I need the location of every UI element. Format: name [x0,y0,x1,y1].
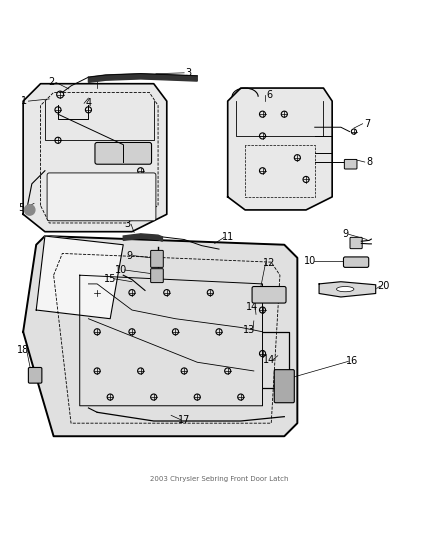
Text: 9: 9 [127,251,133,261]
FancyBboxPatch shape [47,173,156,221]
Polygon shape [88,74,197,83]
Text: 15: 15 [104,273,117,284]
FancyBboxPatch shape [350,237,362,249]
Text: 4: 4 [85,98,92,108]
Text: 9: 9 [342,229,348,239]
Text: 16: 16 [346,357,358,366]
Polygon shape [228,88,332,210]
FancyBboxPatch shape [95,142,152,164]
Text: 8: 8 [366,157,372,167]
FancyBboxPatch shape [344,159,357,169]
Text: 2: 2 [48,77,55,87]
Text: 3: 3 [185,68,191,78]
FancyBboxPatch shape [151,269,163,282]
Text: 10: 10 [115,265,127,275]
Polygon shape [319,282,376,297]
Text: 18: 18 [17,345,29,355]
Polygon shape [123,234,162,241]
Polygon shape [23,236,297,436]
FancyBboxPatch shape [343,257,369,268]
Text: 11: 11 [222,232,234,243]
Text: 10: 10 [304,256,317,266]
Text: 1: 1 [21,96,27,106]
Circle shape [25,205,35,215]
Text: 14: 14 [246,302,258,312]
Text: 3: 3 [124,219,131,229]
Polygon shape [36,236,123,319]
Text: 17: 17 [178,415,191,425]
Text: 14: 14 [263,355,275,365]
Polygon shape [23,84,167,232]
Ellipse shape [336,287,354,292]
Text: 13: 13 [244,325,256,335]
FancyBboxPatch shape [151,251,163,268]
Text: 6: 6 [266,90,272,100]
FancyBboxPatch shape [252,287,286,303]
Text: 12: 12 [263,258,275,268]
Text: 2003 Chrysler Sebring Front Door Latch: 2003 Chrysler Sebring Front Door Latch [150,476,288,482]
Text: 20: 20 [377,281,390,291]
FancyBboxPatch shape [274,370,294,403]
FancyBboxPatch shape [28,367,42,383]
Text: 5: 5 [18,203,24,213]
Text: 7: 7 [364,119,370,129]
